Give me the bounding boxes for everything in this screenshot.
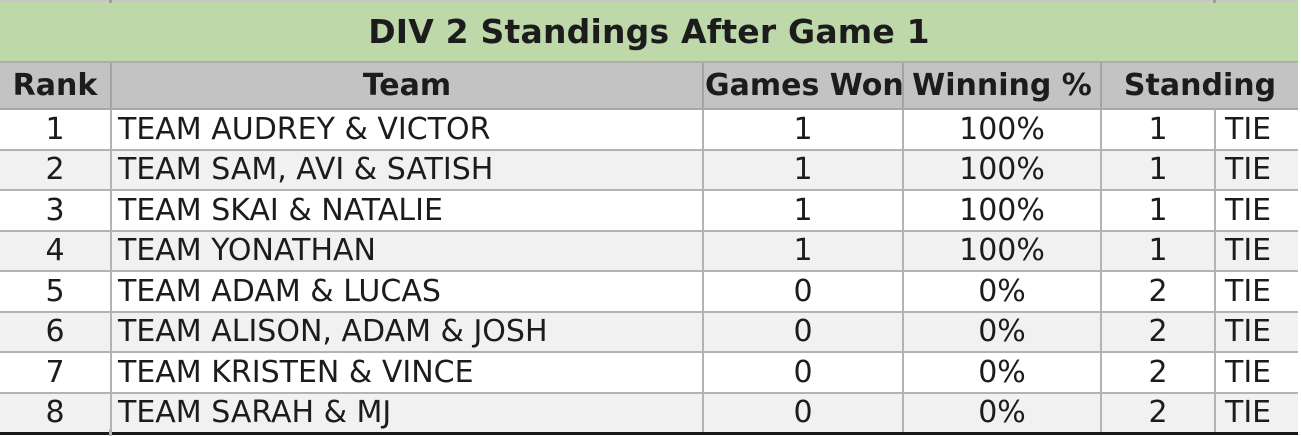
winning-pct-cell[interactable]: 0% xyxy=(902,270,1101,312)
table-row: 6 TEAM ALISON, ADAM & JOSH 0 0% 2 TIE xyxy=(0,310,1298,352)
header-row: Rank Team Games Won Winning % Standing xyxy=(0,62,1298,110)
tie-cell[interactable]: TIE xyxy=(1214,109,1298,150)
team-cell[interactable]: TEAM YONATHAN xyxy=(110,229,703,271)
table-row: 7 TEAM KRISTEN & VINCE 0 0% 2 TIE xyxy=(0,351,1298,393)
gridline-stub xyxy=(109,0,112,3)
winning-pct-cell[interactable]: 100% xyxy=(902,148,1101,190)
winning-pct-cell[interactable]: 100% xyxy=(902,229,1101,271)
winning-pct-cell[interactable]: 0% xyxy=(902,391,1101,433)
team-cell[interactable]: TEAM SARAH & MJ xyxy=(110,391,703,433)
winning-pct-cell[interactable]: 0% xyxy=(902,310,1101,352)
rank-cell[interactable]: 3 xyxy=(0,189,111,231)
team-cell[interactable]: TEAM ALISON, ADAM & JOSH xyxy=(110,310,703,352)
table-title[interactable]: DIV 2 Standings After Game 1 xyxy=(0,1,1298,63)
table-row: 8 TEAM SARAH & MJ 0 0% 2 TIE xyxy=(0,391,1298,433)
tie-cell[interactable]: TIE xyxy=(1214,391,1298,433)
standing-cell[interactable]: 2 xyxy=(1100,270,1215,312)
games-won-cell[interactable]: 1 xyxy=(702,109,903,150)
standing-cell[interactable]: 1 xyxy=(1100,189,1215,231)
rank-cell[interactable]: 7 xyxy=(0,351,111,393)
rank-cell[interactable]: 1 xyxy=(45,111,65,147)
rank-cell[interactable]: 6 xyxy=(0,310,111,352)
games-won-cell[interactable]: 0 xyxy=(702,310,903,352)
standing-cell[interactable]: 2 xyxy=(1100,391,1215,433)
gridline-stub xyxy=(109,429,112,436)
table-row: 4 TEAM YONATHAN 1 100% 1 TIE xyxy=(0,229,1298,271)
rank-cell[interactable]: 2 xyxy=(0,148,111,190)
games-won-cell[interactable]: 1 xyxy=(702,229,903,271)
team-cell[interactable]: TEAM SKAI & NATALIE xyxy=(110,189,703,231)
games-won-cell[interactable]: 0 xyxy=(702,351,903,393)
games-won-cell[interactable]: 1 xyxy=(702,148,903,190)
team-cell[interactable]: TEAM AUDREY & VICTOR xyxy=(110,109,703,150)
standing-cell[interactable]: 1 xyxy=(1100,148,1215,190)
col-header-team[interactable]: Team xyxy=(110,62,703,110)
table-row: 2 TEAM SAM, AVI & SATISH 1 100% 1 TIE xyxy=(0,148,1298,190)
games-won-cell[interactable]: 0 xyxy=(702,391,903,433)
tie-cell[interactable]: TIE xyxy=(1214,310,1298,352)
tie-cell[interactable]: TIE xyxy=(1214,189,1298,231)
rank-cell[interactable]: 4 xyxy=(0,229,111,271)
table-row: 1 TEAM AUDREY & VICTOR 1 100% 1 TIE xyxy=(0,109,1298,150)
winning-pct-cell[interactable]: 0% xyxy=(902,351,1101,393)
games-won-cell[interactable]: 0 xyxy=(702,270,903,312)
tie-cell[interactable]: TIE xyxy=(1214,270,1298,312)
standing-cell[interactable]: 2 xyxy=(1100,351,1215,393)
standing-cell[interactable]: 2 xyxy=(1100,310,1215,352)
games-won-cell[interactable]: 1 xyxy=(702,189,903,231)
col-header-rank[interactable]: Rank xyxy=(0,62,111,110)
standing-cell[interactable]: 1 xyxy=(1100,109,1215,150)
tie-cell[interactable]: TIE xyxy=(1214,229,1298,271)
rank-cell[interactable]: 8 xyxy=(0,391,111,433)
col-header-winning-pct[interactable]: Winning % xyxy=(902,62,1101,110)
standing-cell[interactable]: 1 xyxy=(1100,229,1215,271)
winning-pct-cell[interactable]: 100% xyxy=(902,189,1101,231)
title-row: DIV 2 Standings After Game 1 xyxy=(0,1,1298,63)
team-cell[interactable]: TEAM KRISTEN & VINCE xyxy=(110,351,703,393)
team-cell[interactable]: TEAM ADAM & LUCAS xyxy=(110,270,703,312)
rank-cell[interactable]: 5 xyxy=(0,270,111,312)
gridline-stub xyxy=(1213,0,1216,3)
table-row: 3 TEAM SKAI & NATALIE 1 100% 1 TIE xyxy=(0,189,1298,231)
table-body: 1 TEAM AUDREY & VICTOR 1 100% 1 TIE 2 TE… xyxy=(0,109,1298,433)
team-cell[interactable]: TEAM SAM, AVI & SATISH xyxy=(110,148,703,190)
col-header-games-won[interactable]: Games Won xyxy=(702,62,903,110)
winning-pct-cell[interactable]: 100% xyxy=(902,109,1101,150)
col-header-standing[interactable]: Standing xyxy=(1100,62,1298,110)
tie-cell[interactable]: TIE xyxy=(1214,148,1298,190)
tie-cell[interactable]: TIE xyxy=(1214,351,1298,393)
table-row: 5 TEAM ADAM & LUCAS 0 0% 2 TIE xyxy=(0,270,1298,312)
